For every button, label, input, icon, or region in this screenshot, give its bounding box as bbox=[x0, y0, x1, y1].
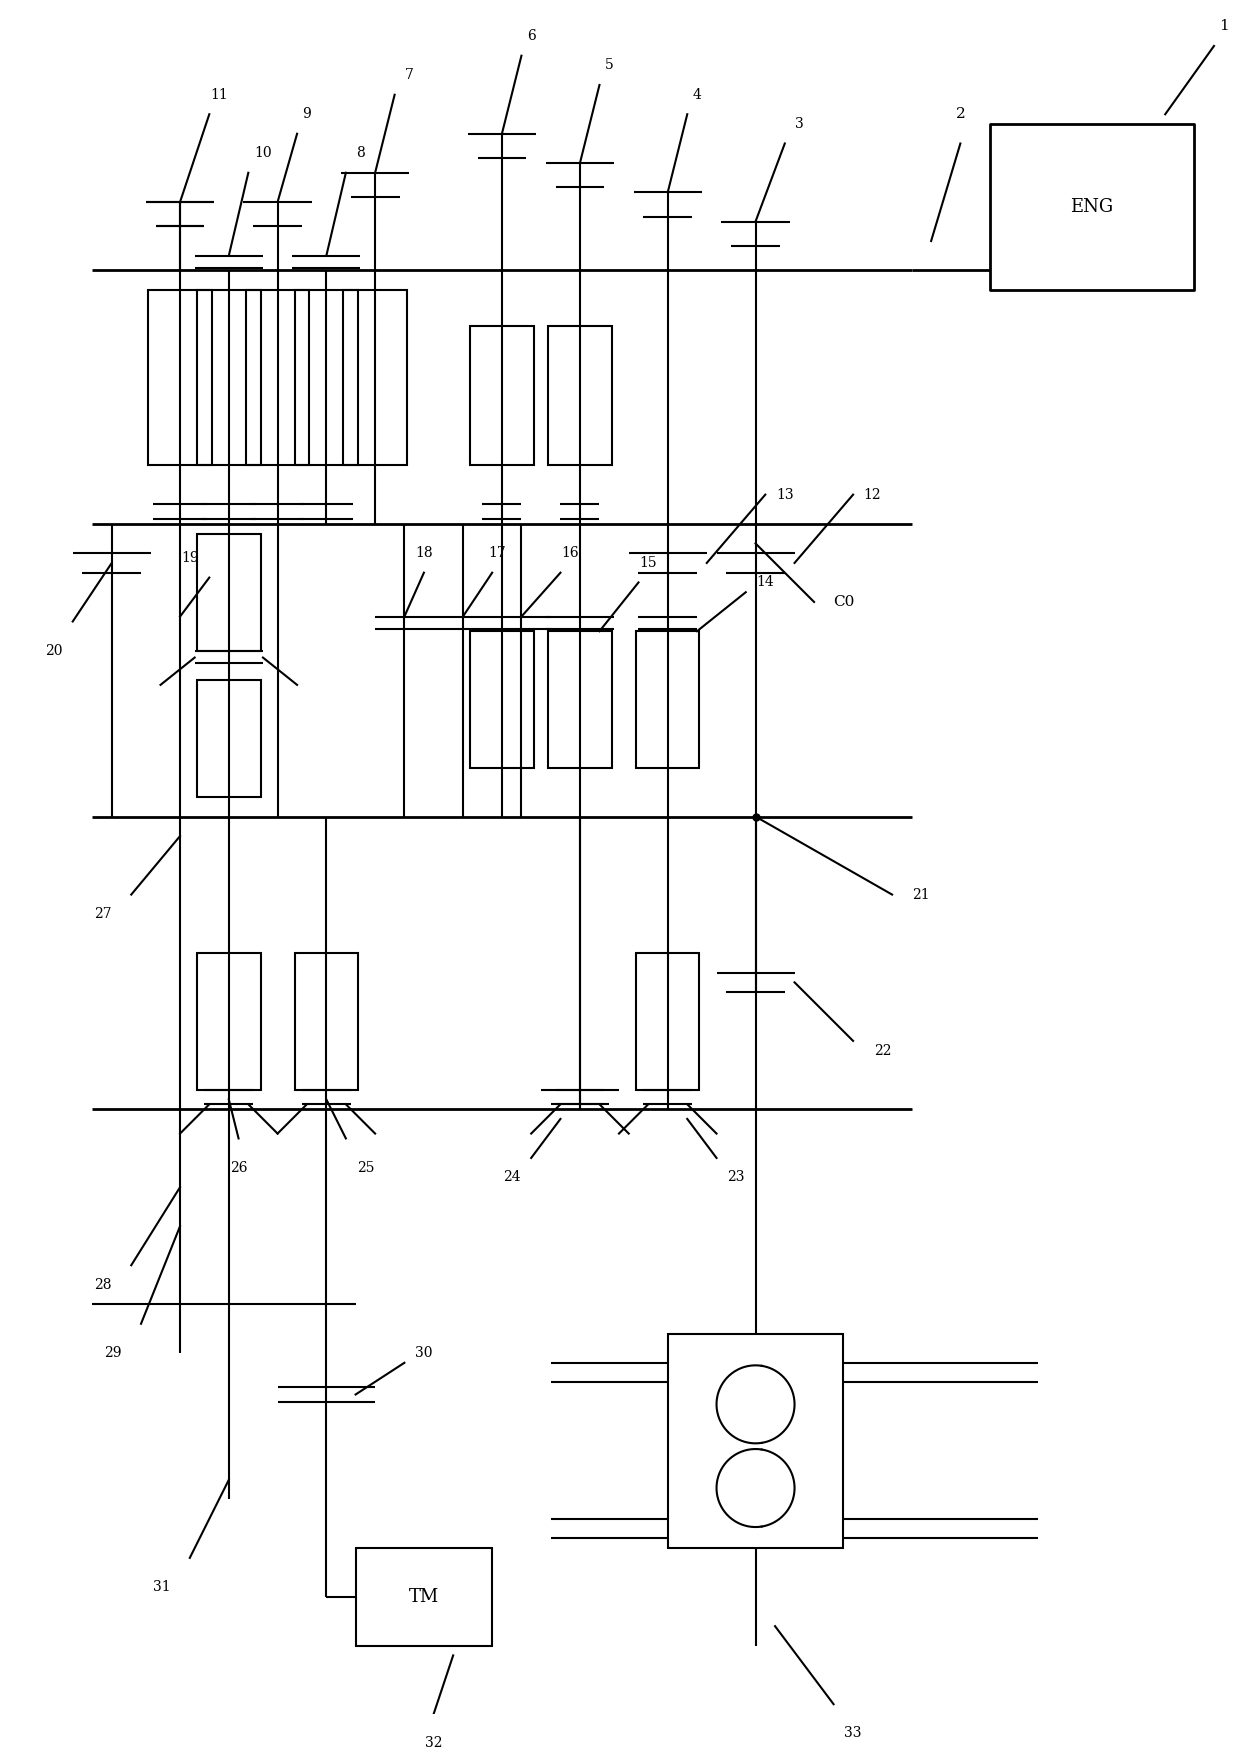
Bar bbox=[149, 291, 212, 466]
Bar bbox=[548, 326, 611, 466]
Text: 11: 11 bbox=[210, 88, 228, 102]
Text: 29: 29 bbox=[104, 1347, 122, 1361]
Text: 7: 7 bbox=[404, 68, 414, 82]
Text: 19: 19 bbox=[181, 552, 198, 566]
Text: 22: 22 bbox=[874, 1044, 892, 1058]
Text: 18: 18 bbox=[415, 546, 433, 560]
Bar bbox=[197, 534, 260, 651]
Text: 30: 30 bbox=[415, 1347, 433, 1361]
Text: 1: 1 bbox=[1219, 19, 1229, 33]
Text: 24: 24 bbox=[503, 1170, 521, 1184]
Text: 12: 12 bbox=[864, 489, 882, 501]
Text: 20: 20 bbox=[46, 644, 63, 658]
Text: 2: 2 bbox=[956, 107, 965, 121]
Text: 26: 26 bbox=[229, 1161, 247, 1175]
Text: 4: 4 bbox=[693, 88, 702, 102]
Text: 25: 25 bbox=[357, 1161, 374, 1175]
Text: 33: 33 bbox=[844, 1726, 862, 1740]
Bar bbox=[990, 124, 1194, 291]
Text: 15: 15 bbox=[640, 555, 657, 569]
Text: 27: 27 bbox=[94, 907, 112, 921]
Text: 3: 3 bbox=[795, 117, 804, 131]
Text: 28: 28 bbox=[94, 1278, 112, 1292]
Text: 10: 10 bbox=[254, 147, 272, 161]
Text: 14: 14 bbox=[756, 576, 774, 590]
Text: 17: 17 bbox=[489, 546, 506, 560]
Text: 9: 9 bbox=[303, 107, 311, 121]
Bar bbox=[295, 953, 358, 1089]
Bar bbox=[470, 326, 533, 466]
Bar bbox=[197, 953, 260, 1089]
Text: 23: 23 bbox=[728, 1170, 745, 1184]
Text: 21: 21 bbox=[913, 888, 930, 902]
Text: 32: 32 bbox=[425, 1737, 443, 1751]
Bar bbox=[246, 291, 309, 466]
Bar bbox=[343, 291, 407, 466]
Text: 16: 16 bbox=[562, 546, 579, 560]
Text: ENG: ENG bbox=[1070, 198, 1114, 215]
Bar bbox=[636, 953, 699, 1089]
Text: 5: 5 bbox=[605, 58, 614, 72]
Text: TM: TM bbox=[409, 1588, 439, 1606]
Text: C0: C0 bbox=[833, 595, 854, 609]
Text: 6: 6 bbox=[527, 30, 536, 44]
Bar bbox=[548, 630, 611, 767]
Bar bbox=[356, 1548, 492, 1646]
Bar bbox=[197, 291, 260, 466]
Bar bbox=[197, 679, 260, 797]
Text: 31: 31 bbox=[153, 1579, 170, 1593]
Bar bbox=[470, 630, 533, 767]
Text: 13: 13 bbox=[776, 489, 794, 501]
Text: 8: 8 bbox=[356, 147, 365, 161]
Bar bbox=[636, 630, 699, 767]
Bar bbox=[668, 1334, 843, 1548]
Bar bbox=[295, 291, 358, 466]
